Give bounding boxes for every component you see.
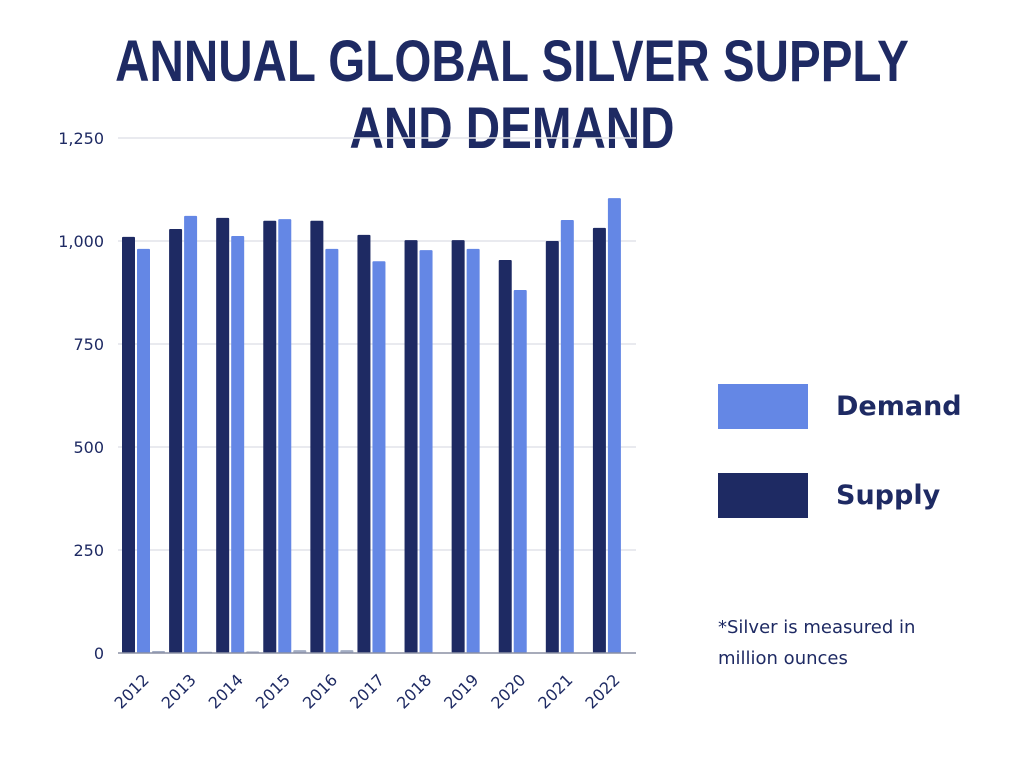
bar-demand-2013 (184, 215, 198, 654)
chart-title: ANNUAL GLOBAL SILVER SUPPLY AND DEMAND (115, 29, 909, 161)
bar-demand-2020 (513, 290, 527, 653)
legend-swatch-supply (718, 473, 808, 518)
legend-label-supply: Supply (836, 480, 941, 511)
y-tick-label: 500 (73, 438, 104, 457)
x-tick-label: 2019 (440, 670, 482, 712)
bar-supply-2014 (216, 217, 230, 654)
x-tick-label: 2022 (581, 670, 623, 712)
bar-supply-2012 (122, 236, 135, 653)
y-tick-label: 250 (73, 541, 104, 560)
y-tick-label: 1,250 (58, 129, 104, 148)
bar-demand-2015 (278, 219, 292, 653)
bar-supply-2017 (357, 234, 371, 653)
y-tick-label: 750 (73, 335, 104, 354)
x-tick-label: 2020 (487, 670, 529, 712)
x-tick-label: 2018 (393, 670, 435, 712)
bar-demand-2016 (325, 248, 339, 653)
x-tick-label: 2016 (299, 670, 341, 712)
bar-supply-2020 (498, 259, 512, 653)
bar-demand-2017 (372, 261, 386, 653)
bar-demand-2012 (137, 248, 150, 653)
bar-supply-2013 (169, 229, 183, 653)
legend-swatch-demand (718, 384, 808, 429)
legend-item-supply: Supply (718, 473, 940, 518)
bar-supply-2022 (592, 227, 606, 654)
bar-demand-2021 (560, 219, 574, 653)
x-tick-label: 2017 (346, 670, 388, 712)
bar-demand-2018 (419, 250, 433, 653)
bar-supply-2015 (263, 220, 277, 653)
bar-supply-2021 (545, 241, 559, 653)
y-tick-label: 0 (94, 644, 104, 663)
bar-demand-2014 (231, 236, 245, 653)
unit-note: *Silver is measured in million ounces (718, 617, 916, 669)
legend-item-demand: Demand (718, 384, 962, 429)
x-tick-label: 2013 (158, 670, 200, 712)
x-tick-label: 2014 (205, 670, 247, 712)
bar-demand-2022 (607, 198, 621, 654)
x-tick-label: 2012 (111, 670, 153, 712)
x-tick-label: 2021 (534, 670, 576, 712)
bar-supply-2018 (404, 240, 418, 653)
bar-supply-2016 (310, 220, 324, 653)
legend-label-demand: Demand (836, 391, 962, 422)
bar-demand-2019 (466, 248, 480, 653)
y-tick-label: 1,000 (58, 232, 104, 251)
bar-supply-2019 (451, 240, 465, 653)
x-tick-label: 2015 (252, 670, 294, 712)
